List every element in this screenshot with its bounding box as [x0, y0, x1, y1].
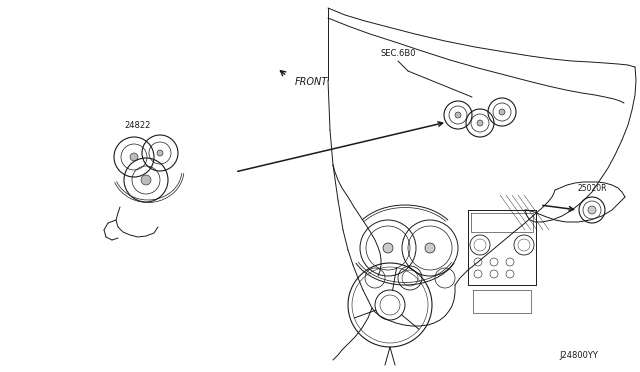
Circle shape	[130, 153, 138, 161]
Text: SEC.6B0: SEC.6B0	[380, 48, 416, 58]
Circle shape	[141, 175, 151, 185]
Circle shape	[157, 150, 163, 156]
Circle shape	[477, 120, 483, 126]
Text: 25020R: 25020R	[577, 183, 607, 192]
Circle shape	[425, 243, 435, 253]
Circle shape	[383, 243, 393, 253]
Circle shape	[499, 109, 505, 115]
Text: J24800YY: J24800YY	[559, 350, 598, 359]
Text: FRONT: FRONT	[295, 77, 328, 87]
Text: 24822: 24822	[125, 121, 151, 129]
Circle shape	[455, 112, 461, 118]
Circle shape	[588, 206, 596, 214]
